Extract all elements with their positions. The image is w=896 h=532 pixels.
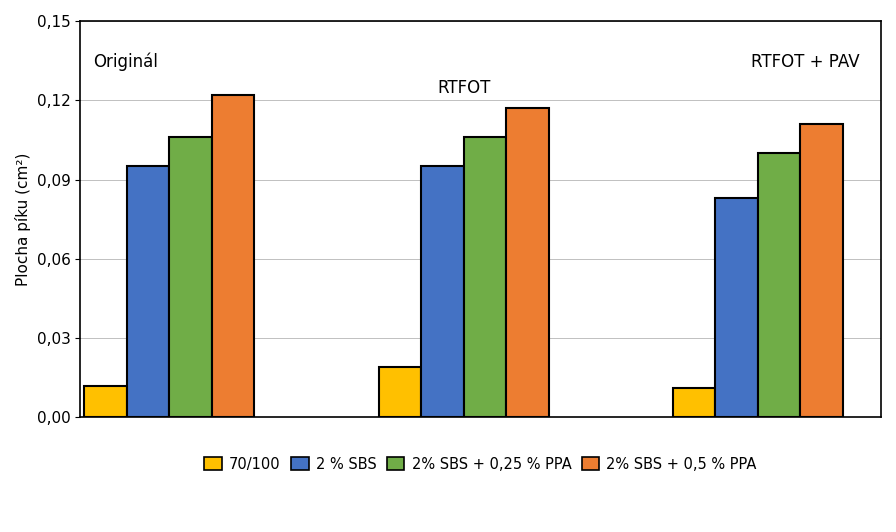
Text: RTFOT: RTFOT bbox=[437, 79, 490, 97]
Bar bbox=[463, 137, 506, 418]
Bar bbox=[127, 167, 169, 418]
Bar bbox=[506, 108, 548, 418]
Bar bbox=[169, 137, 212, 418]
Bar bbox=[421, 167, 463, 418]
Legend: 70/100, 2 % SBS, 2% SBS + 0,25 % PPA, 2% SBS + 0,5 % PPA: 70/100, 2 % SBS, 2% SBS + 0,25 % PPA, 2%… bbox=[199, 451, 762, 478]
Text: RTFOT + PAV: RTFOT + PAV bbox=[751, 53, 860, 71]
Bar bbox=[800, 124, 843, 418]
Bar bbox=[758, 153, 800, 418]
Bar bbox=[715, 198, 758, 418]
Bar bbox=[673, 388, 715, 418]
Text: Originál: Originál bbox=[93, 53, 158, 71]
Bar bbox=[212, 95, 254, 418]
Bar bbox=[84, 386, 127, 418]
Y-axis label: Plocha píku (cm²): Plocha píku (cm²) bbox=[15, 153, 31, 286]
Bar bbox=[378, 367, 421, 418]
